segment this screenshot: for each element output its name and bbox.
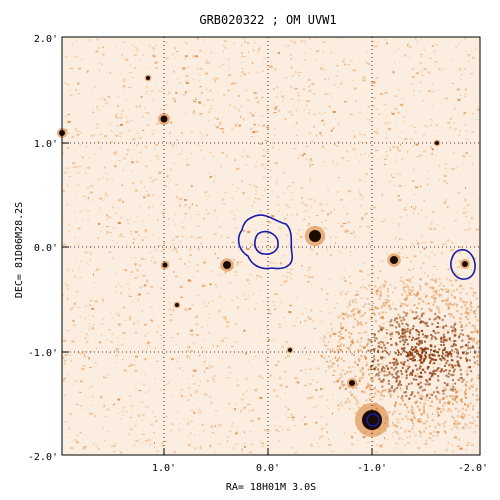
point-source [349, 380, 355, 386]
y-tick-label: 1.0' [34, 139, 58, 150]
x-tick-label: -2.0' [458, 463, 488, 474]
point-source [462, 261, 468, 267]
point-source [435, 141, 439, 145]
image-frame [61, 36, 481, 456]
diffuse-emission [320, 275, 480, 438]
point-source [175, 303, 179, 307]
point-source [390, 256, 398, 264]
y-tick-label: 2.0' [34, 34, 58, 45]
x-tick-label: 1.0' [152, 463, 176, 474]
y-tick-label: -1.0' [28, 348, 58, 359]
contour-bright-star [366, 413, 380, 427]
x-tick-label: -1.0' [357, 463, 387, 474]
image-title: GRB020322 ; OM UVW1 [199, 13, 336, 27]
point-source [160, 115, 168, 123]
contour-inner [254, 230, 279, 255]
x-axis-label: RA= 18H01M 3.0S [226, 482, 316, 493]
image-background [62, 37, 480, 455]
y-tick-label: 0.0' [34, 243, 58, 254]
x-tick-label: 0.0' [256, 463, 280, 474]
noise-texture [62, 37, 480, 454]
point-source [223, 261, 231, 269]
coordinate-grid [62, 37, 480, 455]
xray-contours [237, 214, 476, 427]
y-tick-label: -2.0' [28, 452, 58, 463]
point-source [288, 348, 292, 352]
point-source [162, 262, 168, 268]
contour-right-source [450, 248, 476, 280]
tick-marks [62, 142, 373, 455]
y-axis-label: DEC= 81D06M28.2S [14, 202, 25, 298]
point-source [309, 230, 321, 242]
point-source [146, 76, 150, 80]
contour-outer [237, 214, 294, 270]
image-area [56, 37, 480, 455]
